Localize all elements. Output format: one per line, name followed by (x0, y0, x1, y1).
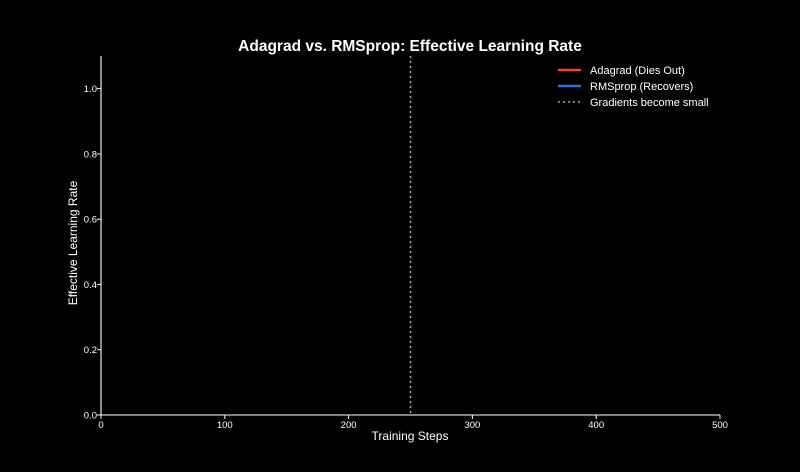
y-tick-label: 0.2 (84, 345, 97, 356)
y-tick-label: 0.0 (84, 411, 97, 422)
axes (100, 56, 720, 416)
y-tick-label: 0.4 (84, 280, 97, 291)
y-tick-label: 0.6 (84, 215, 97, 226)
y-tick-label: 1.0 (84, 84, 97, 95)
x-axis-label: Training Steps (372, 429, 449, 443)
x-tick-label: 100 (217, 420, 233, 431)
legend-label: RMSprop (Recovers) (590, 81, 693, 93)
x-tick-label: 200 (341, 420, 357, 431)
y-tick-label: 0.8 (84, 149, 97, 160)
legend-label: Gradients become small (590, 97, 709, 109)
chart-title: Adagrad vs. RMSprop: Effective Learning … (238, 38, 582, 55)
x-tick-label: 300 (464, 420, 480, 431)
x-tick-label: 500 (712, 420, 728, 431)
x-tick-label: 400 (588, 420, 604, 431)
legend: Adagrad (Dies Out) RMSprop (Recovers) Grad… (558, 65, 709, 109)
y-axis-label: Effective Learning Rate (66, 180, 80, 305)
legend-label: Adagrad (Dies Out) (590, 65, 685, 77)
ticks: 0 100 200 300 400 500 0.0 0.2 0.4 0.6 0.8 1.0 (84, 84, 728, 431)
x-tick-label: 0 (98, 420, 103, 431)
